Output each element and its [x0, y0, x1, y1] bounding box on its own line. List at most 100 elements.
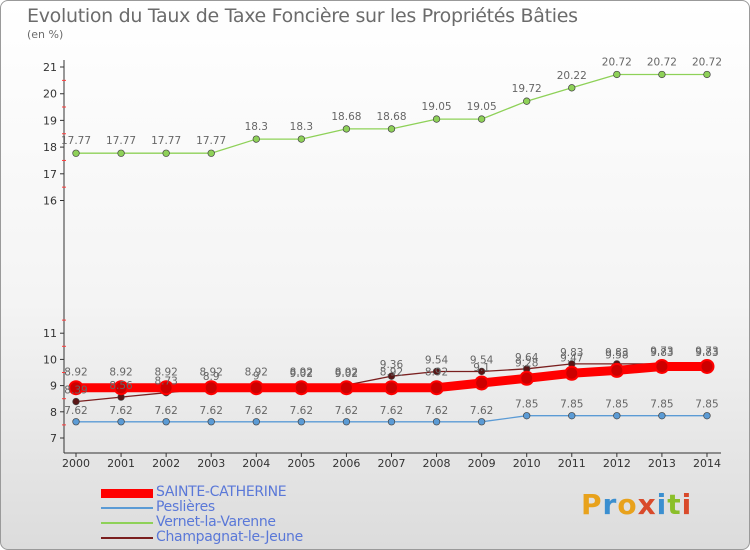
data-point [297, 418, 306, 426]
data-label: 9 [253, 371, 260, 383]
logo-letter: i [656, 488, 668, 521]
data-label: 17.77 [151, 135, 181, 147]
data-label: 7.62 [154, 405, 177, 417]
y-tick-label: 18 [43, 141, 57, 154]
data-label: 8.39 [64, 385, 87, 397]
data-label: 9.02 [290, 368, 313, 380]
data-point [252, 135, 260, 143]
data-label: 7.85 [650, 399, 673, 411]
data-point [117, 149, 125, 157]
data-point [387, 372, 396, 380]
data-point [342, 125, 351, 133]
data-point [477, 115, 486, 123]
data-labels: 8.92 8.92 8.92 8.92 8.92 8.92 8.92 8.92 8.92 9.1 9… [61, 56, 722, 416]
data-point [474, 375, 490, 391]
legend-swatch [101, 522, 153, 524]
data-label: 8.92 [200, 367, 223, 379]
data-point [207, 418, 215, 426]
data-label: 9.28 [515, 357, 538, 369]
data-point [113, 380, 129, 396]
data-label: 18.68 [331, 111, 361, 123]
data-label: 9.1 [473, 362, 490, 374]
series-layer [68, 70, 715, 426]
data-point [383, 380, 399, 396]
data-point [568, 412, 576, 420]
x-tick-label: 2011 [558, 457, 586, 470]
data-label: 8.92 [64, 367, 87, 379]
data-point [568, 84, 576, 92]
data-label: 7.85 [695, 399, 718, 411]
y-tick-label: 9 [50, 380, 57, 393]
data-label: 20.72 [692, 56, 722, 68]
data-label: 9.58 [605, 349, 628, 361]
y-tick-label: 20 [43, 88, 57, 101]
data-label: 17.77 [61, 135, 91, 147]
data-point [207, 149, 215, 157]
data-label: 20.72 [602, 56, 632, 68]
legend-label: Peslières [156, 499, 215, 515]
data-label: 8.92 [380, 367, 403, 379]
legend-label: SAINTE-CATHERINE [156, 484, 287, 500]
data-label: 20.22 [557, 70, 587, 82]
legend-swatch [101, 489, 153, 498]
logo-letter: o [617, 488, 638, 521]
data-point [158, 380, 174, 396]
x-tick-label: 2014 [693, 457, 721, 470]
axes: 7 8 9 10 11 16 17 18 19 20 21 2000 2001 2002 2003 2004 2… [43, 60, 721, 470]
proxiti-logo: Proxiti [581, 488, 692, 521]
chart-unit: (en %) [27, 28, 64, 41]
x-tick-label: 2003 [197, 457, 225, 470]
data-point [162, 418, 170, 426]
data-label: 8.92 [425, 367, 448, 379]
x-tick-label: 2005 [287, 457, 315, 470]
data-label: 9.83 [695, 347, 718, 359]
y-tick-label: 10 [43, 353, 57, 366]
data-label: 9.83 [605, 347, 628, 359]
data-point [519, 370, 535, 386]
data-point [72, 397, 80, 406]
data-point [477, 418, 486, 426]
data-label: 9.73 [650, 345, 673, 357]
data-point [654, 358, 670, 374]
data-label: 9.47 [560, 352, 583, 364]
data-point [429, 380, 445, 396]
data-label: 19.72 [512, 83, 542, 95]
x-tick-label: 2012 [603, 457, 631, 470]
y-tick-label: 21 [43, 61, 57, 74]
y-tick-label: 11 [43, 327, 57, 340]
data-label: 7.62 [290, 405, 313, 417]
data-point [203, 380, 219, 396]
data-label: 19.05 [467, 101, 497, 113]
y-tick-label: 7 [50, 432, 57, 445]
data-label: 7.62 [335, 405, 358, 417]
legend-label: Champagnat-le-Jeune [156, 529, 303, 545]
logo-letter: x [637, 488, 657, 521]
data-label: 17.77 [196, 135, 226, 147]
data-label: 9.83 [650, 347, 673, 359]
data-point [248, 380, 264, 396]
data-label: 7.62 [200, 405, 223, 417]
data-label: 9.02 [335, 368, 358, 380]
legend-label: Vernet-la-Varenne [156, 514, 276, 530]
data-point [477, 367, 486, 376]
x-tick-label: 2013 [648, 457, 676, 470]
data-label: 7.62 [425, 405, 448, 417]
logo-letter: P [581, 488, 603, 521]
y-tick-label: 16 [43, 195, 57, 208]
logo-letter: i [681, 488, 693, 521]
data-point [703, 412, 711, 420]
data-point [293, 380, 309, 396]
data-point [432, 367, 441, 376]
data-point [658, 412, 666, 420]
data-point [117, 418, 125, 426]
data-label: 18.3 [290, 121, 313, 133]
data-label: 7.62 [109, 405, 132, 417]
legend-swatch [101, 537, 153, 539]
data-point [703, 70, 711, 79]
x-tick-label: 2006 [332, 457, 360, 470]
y-tick-label: 8 [50, 406, 57, 419]
logo-letter: t [667, 488, 682, 521]
logo-letter: r [602, 488, 618, 521]
